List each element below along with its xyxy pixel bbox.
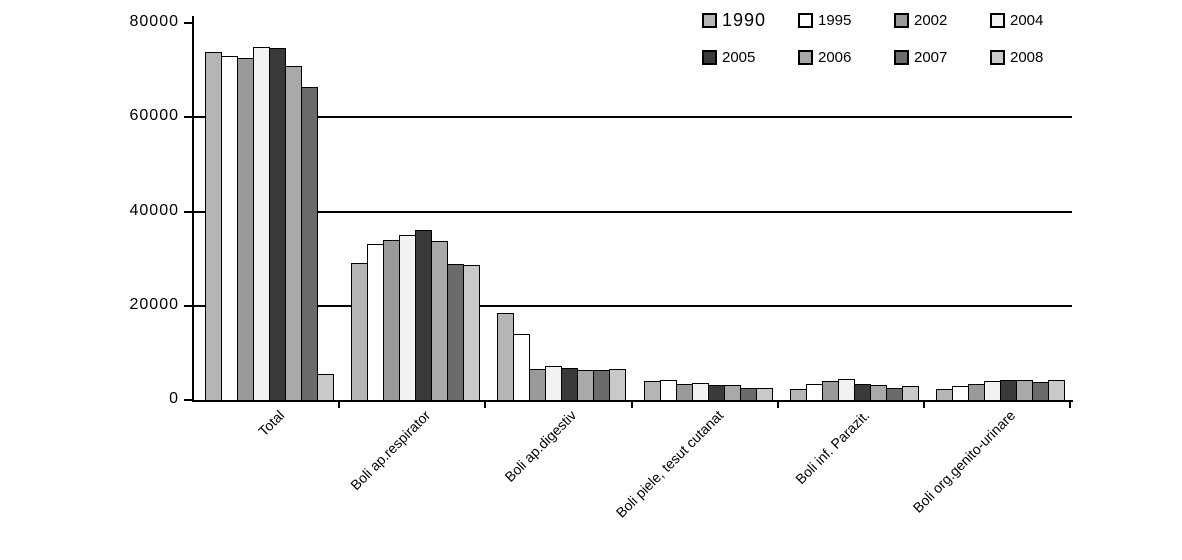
legend-swatch-icon: [798, 13, 813, 28]
legend-label: 2002: [914, 12, 948, 29]
bar-2007-0: [301, 87, 318, 401]
x-axis-tick: [1069, 400, 1071, 408]
y-axis-tick: [184, 211, 193, 213]
x-axis-tick: [484, 400, 486, 408]
category-label: Boli piele, tesut cutanat: [612, 407, 727, 521]
bar-1990-0: [205, 52, 222, 401]
legend-swatch-icon: [702, 13, 717, 28]
bar-2004-0: [253, 47, 270, 401]
bar-2008-0: [317, 374, 334, 401]
bar-1990-1: [351, 263, 368, 401]
bar-2004-5: [984, 381, 1001, 401]
legend-label: 1995: [818, 12, 852, 29]
legend-swatch-icon: [990, 13, 1005, 28]
bar-1995-1: [367, 244, 384, 401]
legend-entry-2006: 2006: [798, 49, 894, 66]
gridline: [193, 116, 1072, 118]
bar-2002-5: [968, 384, 985, 401]
legend-swatch-icon: [990, 50, 1005, 65]
bar-2006-2: [577, 370, 594, 401]
bar-1995-4: [806, 384, 823, 401]
bar-2005-2: [561, 368, 578, 401]
legend-label: 2008: [1010, 49, 1044, 66]
legend-entry-2002: 2002: [894, 12, 990, 29]
y-axis-line: [192, 16, 194, 402]
y-axis-tick: [184, 305, 193, 307]
legend-entry-2007: 2007: [894, 49, 990, 66]
bar-2005-4: [854, 384, 871, 401]
x-axis-tick: [338, 400, 340, 408]
legend-entry-1990: 1990: [702, 10, 798, 31]
gridline: [193, 211, 1072, 213]
y-axis-label: 20000: [129, 296, 179, 313]
bar-2005-3: [708, 385, 725, 401]
bar-1990-3: [644, 381, 661, 401]
bar-2002-3: [676, 384, 693, 401]
category-label: Boli org.genito-urinare: [909, 407, 1019, 516]
bar-1995-5: [952, 386, 969, 401]
legend-swatch-icon: [894, 50, 909, 65]
y-axis-label: 40000: [129, 202, 179, 219]
bar-2007-1: [447, 264, 464, 401]
bar-2002-1: [383, 240, 400, 401]
bar-1995-2: [513, 334, 530, 401]
x-axis-tick: [631, 400, 633, 408]
category-label: Total: [255, 407, 288, 440]
bar-2006-1: [431, 241, 448, 401]
bar-2006-0: [285, 66, 302, 401]
legend-label: 2006: [818, 49, 852, 66]
bar-2005-0: [269, 48, 286, 401]
y-axis-tick: [184, 22, 193, 24]
category-label: Boli inf. Parazit.: [792, 407, 873, 488]
x-axis-line: [193, 400, 1073, 402]
bar-2002-0: [237, 58, 254, 401]
bar-2004-4: [838, 379, 855, 401]
x-axis-tick: [777, 400, 779, 408]
legend-label: 2007: [914, 49, 948, 66]
y-axis-tick: [184, 116, 193, 118]
legend-swatch-icon: [702, 50, 717, 65]
category-label: Boli ap.digestiv: [501, 407, 580, 485]
bar-2007-5: [1032, 382, 1049, 401]
legend-label: 1990: [722, 10, 767, 30]
bar-2006-4: [870, 385, 887, 401]
bar-2004-3: [692, 383, 709, 401]
legend: 1990 1995 2002 2004 2005 2006 2007 2008: [702, 2, 1086, 76]
legend-swatch-icon: [894, 13, 909, 28]
bar-2002-4: [822, 381, 839, 401]
bar-1995-3: [660, 380, 677, 401]
x-axis-tick: [923, 400, 925, 408]
bar-2006-3: [724, 385, 741, 401]
bar-2008-1: [463, 265, 480, 401]
legend-label: 2005: [722, 49, 756, 66]
legend-entry-2005: 2005: [702, 49, 798, 66]
y-axis-tick: [184, 399, 193, 401]
legend-label: 2004: [1010, 12, 1044, 29]
bar-2008-5: [1048, 380, 1065, 401]
category-label: Boli ap.respirator: [347, 407, 434, 494]
bar-2005-5: [1000, 380, 1017, 401]
bar-2004-1: [399, 235, 416, 401]
legend-entry-2004: 2004: [990, 12, 1086, 29]
bar-2006-5: [1016, 380, 1033, 401]
bar-1995-0: [221, 56, 238, 401]
bar-2002-2: [529, 369, 546, 401]
bar-2007-2: [593, 370, 610, 401]
gridline: [193, 305, 1072, 307]
bar-2004-2: [545, 366, 562, 401]
y-axis-label: 80000: [129, 13, 179, 30]
bar-2008-2: [609, 369, 626, 401]
legend-entry-1995: 1995: [798, 12, 894, 29]
legend-entry-2008: 2008: [990, 49, 1086, 66]
y-axis-label: 0: [169, 390, 179, 407]
bar-2008-4: [902, 386, 919, 401]
y-axis-label: 60000: [129, 107, 179, 124]
legend-swatch-icon: [798, 50, 813, 65]
bar-2005-1: [415, 230, 432, 401]
bar-1990-2: [497, 313, 514, 401]
